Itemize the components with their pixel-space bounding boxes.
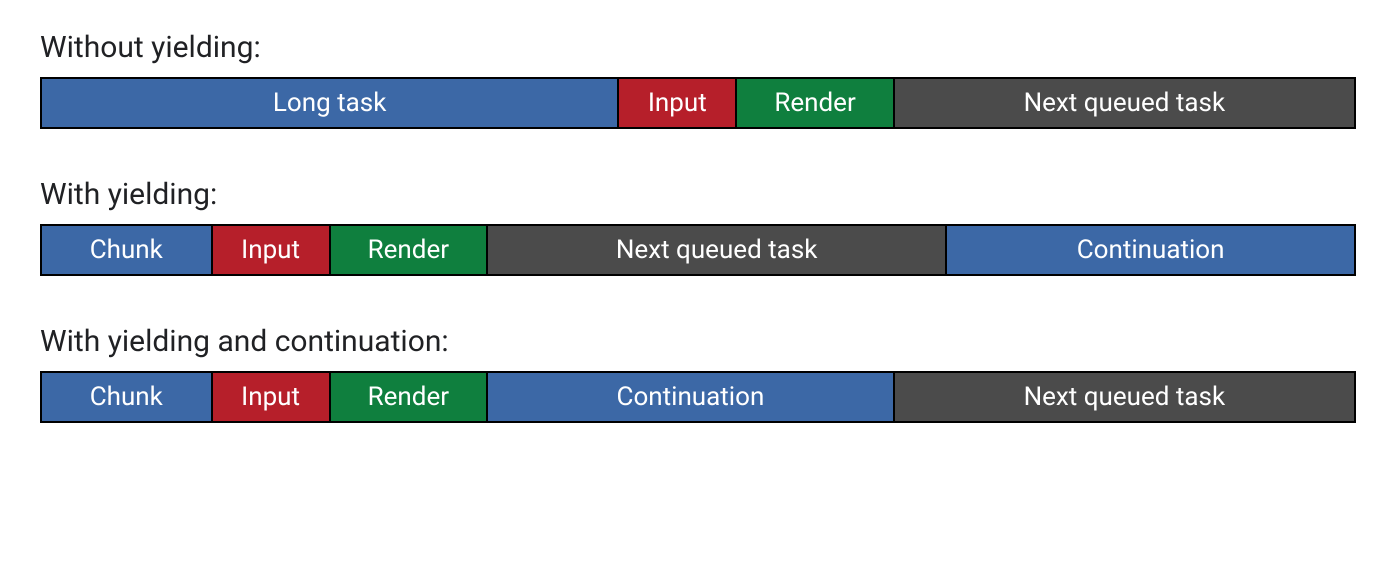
segment-label: Continuation bbox=[617, 382, 765, 412]
timeline-bar: Chunk Input Render Next queued task Continua… bbox=[40, 224, 1356, 276]
segment-label: Chunk bbox=[90, 235, 163, 265]
timeline-section: With yielding and continuation: Chunk Inpu… bbox=[40, 324, 1356, 423]
timeline-segment: Input bbox=[213, 373, 331, 421]
timeline-segment: Long task bbox=[42, 79, 619, 127]
section-title: With yielding and continuation: bbox=[40, 324, 1356, 359]
timeline-segment: Continuation bbox=[947, 226, 1354, 274]
segment-label: Input bbox=[241, 235, 300, 265]
timeline-segment: Render bbox=[331, 373, 488, 421]
timeline-bar: Long task Input Render Next queued task bbox=[40, 77, 1356, 129]
timeline-segment: Input bbox=[213, 226, 331, 274]
section-title: With yielding: bbox=[40, 177, 1356, 212]
section-title: Without yielding: bbox=[40, 30, 1356, 65]
timeline-segment: Chunk bbox=[42, 373, 213, 421]
timeline-segment: Continuation bbox=[488, 373, 895, 421]
segment-label: Chunk bbox=[90, 382, 163, 412]
timeline-segment: Next queued task bbox=[488, 226, 947, 274]
segment-label: Render bbox=[368, 382, 449, 412]
segment-label: Render bbox=[368, 235, 449, 265]
timeline-segment: Next queued task bbox=[895, 79, 1354, 127]
segment-label: Next queued task bbox=[1024, 382, 1226, 412]
segment-label: Continuation bbox=[1077, 235, 1225, 265]
segment-label: Long task bbox=[273, 88, 386, 118]
timeline-bar: Chunk Input Render Continuation Next queued … bbox=[40, 371, 1356, 423]
segment-label: Input bbox=[648, 88, 707, 118]
timeline-section: With yielding: Chunk Input Render Next queue… bbox=[40, 177, 1356, 276]
timeline-segment: Render bbox=[331, 226, 488, 274]
timeline-segment: Chunk bbox=[42, 226, 213, 274]
timeline-section: Without yielding: Long task Input Render Nex… bbox=[40, 30, 1356, 129]
segment-label: Input bbox=[241, 382, 300, 412]
segment-label: Next queued task bbox=[616, 235, 818, 265]
timeline-segment: Input bbox=[619, 79, 737, 127]
segment-label: Next queued task bbox=[1024, 88, 1226, 118]
timeline-segment: Render bbox=[737, 79, 894, 127]
timeline-segment: Next queued task bbox=[895, 373, 1354, 421]
segment-label: Render bbox=[774, 88, 855, 118]
